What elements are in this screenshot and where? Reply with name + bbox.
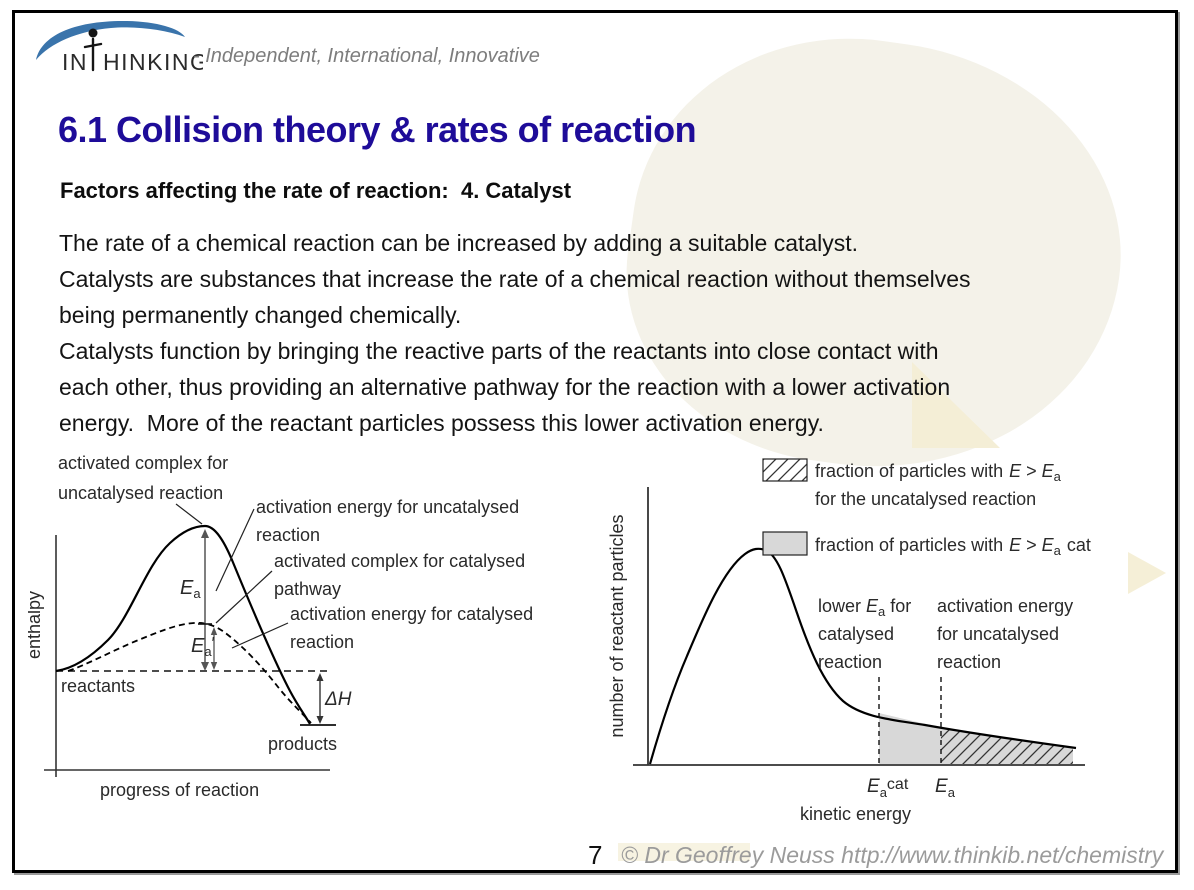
body-line: being permanently changed chemically. — [59, 302, 462, 328]
uncatalysed-curve — [55, 524, 311, 725]
x-axis-label: kinetic energy — [800, 804, 911, 824]
body-line: each other, thus providing an alternativ… — [59, 374, 951, 400]
ea-arrow — [201, 529, 209, 671]
body-line: The rate of a chemical reaction can be i… — [59, 230, 859, 256]
svg-text:reaction: reaction — [256, 525, 320, 545]
svg-text:reaction: reaction — [290, 632, 354, 652]
body-line: Catalysts are substances that increase t… — [59, 266, 971, 292]
delta-h-arrow — [316, 673, 324, 724]
logo-person-icon — [83, 28, 103, 72]
logo-tagline: - Independent, International, Innovative — [193, 45, 540, 67]
svg-text:reaction: reaction — [937, 652, 1001, 672]
ea-prime-arrow — [210, 627, 218, 670]
page-number: 7 — [588, 840, 603, 870]
body-line: Catalysts function by bringing the react… — [59, 338, 939, 364]
body-paragraph: The rate of a chemical reaction can be i… — [59, 225, 1169, 441]
logo-swoosh-icon — [36, 21, 185, 60]
leader-line — [175, 503, 203, 525]
delta-h-symbol: ΔH — [324, 689, 352, 710]
body-line: energy. More of the reactant particles p… — [59, 410, 824, 436]
logo-text-hinking: HINKING — [103, 49, 203, 75]
copyright-text: © Dr Geoffrey Neuss http://www.thinkib.n… — [621, 842, 1164, 868]
leader-line — [215, 570, 273, 624]
page-subtitle: Factors affecting the rate of reaction: … — [60, 178, 572, 203]
ea-symbol: Ea — [180, 577, 201, 601]
svg-text:pathway: pathway — [274, 579, 341, 599]
svg-text:for uncatalysed: for uncatalysed — [937, 624, 1059, 644]
label-activation-energy-catalysed: activation energy for catalysed — [290, 604, 533, 624]
leader-line — [231, 622, 289, 649]
y-axis-label: number of reactant particles — [607, 514, 627, 737]
leader-line — [215, 508, 255, 592]
page-title: 6.1 Collision theory & rates of reaction — [58, 109, 697, 150]
ea-prime-symbol: Ea′ — [191, 635, 215, 659]
boltzmann-curve — [648, 547, 1077, 765]
ea-symbol: Ea — [935, 776, 956, 800]
annotation-uncatalysed-ea: activation energy for uncatalysed reacti… — [937, 596, 1073, 672]
label-activated-complex-catalysed: activated complex for catalysed — [274, 551, 525, 571]
svg-text:reaction: reaction — [818, 652, 882, 672]
inthinking-logo: IN HINKING — [36, 21, 203, 75]
products-label: products — [268, 734, 337, 754]
background-strip — [618, 843, 750, 861]
svg-text:uncatalysed reaction: uncatalysed reaction — [58, 483, 223, 503]
label-activated-complex-uncatalysed: activated complex for — [58, 453, 228, 473]
boltzmann-diagram: fraction of particles with E > Ea for the u… — [607, 458, 1091, 824]
hatched-region-uncatalysed — [941, 727, 1073, 764]
enthalpy-diagram: activated complex for uncatalysed reacti… — [28, 453, 533, 800]
slide: IN HINKING - Independent, International,… — [12, 10, 1178, 873]
catalysed-curve — [67, 622, 312, 724]
reactants-label: reactants — [61, 676, 135, 696]
logo-text-in: IN — [62, 49, 88, 75]
x-axis-label: progress of reaction — [100, 780, 259, 800]
legend-hatched: fraction of particles with E > Ea for the u… — [762, 458, 1062, 509]
svg-text:activation energy: activation energy — [937, 596, 1073, 616]
annotation-lower-ea: lower Ea for catalysed reaction — [818, 596, 911, 672]
svg-text:catalysed: catalysed — [818, 624, 894, 644]
ea-cat-symbol: Eacat — [867, 776, 909, 800]
label-activation-energy-uncatalysed: activation energy for uncatalysed — [256, 497, 519, 517]
legend-gray: fraction of particles with E > Ea cat — [762, 531, 1091, 558]
y-axis-label: enthalpy — [28, 591, 44, 659]
svg-text:for the uncatalysed reaction: for the uncatalysed reaction — [815, 489, 1036, 509]
